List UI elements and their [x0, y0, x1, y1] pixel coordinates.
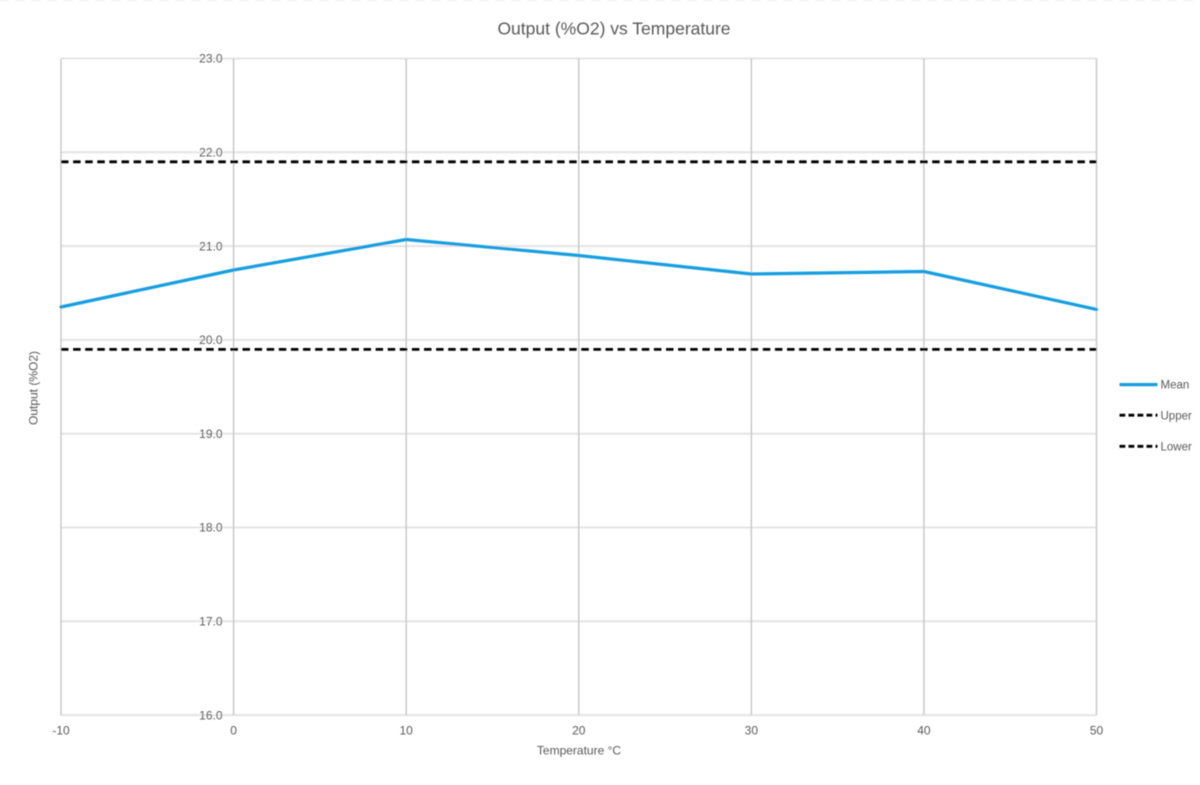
svg-text:16.0: 16.0	[199, 708, 223, 722]
svg-text:40: 40	[917, 724, 931, 738]
svg-text:50: 50	[1090, 724, 1104, 738]
svg-text:17.0: 17.0	[199, 615, 223, 629]
svg-text:21.0: 21.0	[199, 239, 223, 253]
svg-text:20.0: 20.0	[199, 333, 223, 347]
svg-text:0: 0	[230, 724, 237, 738]
svg-text:Lower: Lower	[1161, 441, 1192, 453]
svg-text:Temperature °C: Temperature °C	[537, 743, 621, 757]
svg-text:Output (%O2) vs Temperature: Output (%O2) vs Temperature	[497, 19, 730, 39]
svg-text:20: 20	[572, 724, 586, 738]
svg-text:23.0: 23.0	[199, 52, 223, 66]
svg-text:Output (%O2): Output (%O2)	[27, 351, 41, 425]
svg-text:Upper: Upper	[1161, 410, 1192, 422]
svg-text:18.0: 18.0	[199, 521, 223, 535]
svg-text:22.0: 22.0	[199, 146, 223, 160]
svg-text:19.0: 19.0	[199, 427, 223, 441]
svg-text:-10: -10	[52, 724, 70, 738]
svg-text:10: 10	[399, 724, 413, 738]
svg-text:30: 30	[745, 724, 759, 738]
svg-text:Mean: Mean	[1161, 380, 1190, 392]
